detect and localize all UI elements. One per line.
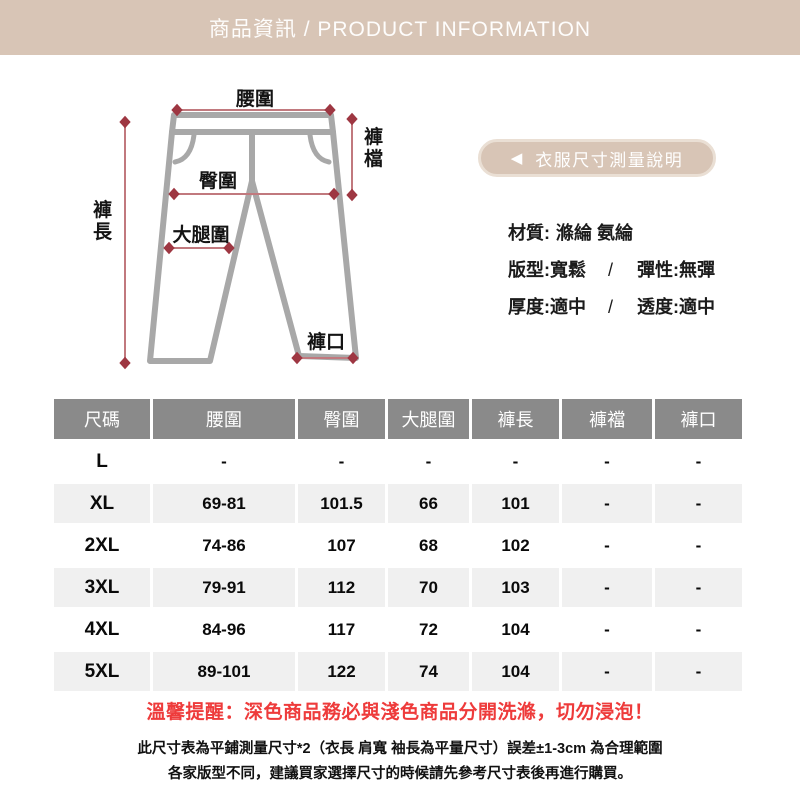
table-row: L------ <box>54 442 742 481</box>
table-row: 5XL 89-101 122 74 104- - <box>54 652 742 691</box>
page-title: 商品資訊 / PRODUCT INFORMATION <box>208 17 592 41</box>
value-cell: 102 <box>501 535 530 555</box>
column-header: 褲襠 <box>562 399 652 439</box>
column-header: 褲長 <box>472 399 559 439</box>
value-cell: - <box>695 619 702 639</box>
value-cell: - <box>562 568 652 607</box>
measurement-lines <box>119 103 359 370</box>
value-cell: - <box>562 652 652 691</box>
value-cell: - <box>604 451 610 471</box>
slash-separator: / <box>608 260 614 280</box>
waist-label: 腰圍 <box>235 89 275 110</box>
table-row: 4XL 84-96 117 72 104 - - <box>54 610 742 649</box>
spec-fit-row: 版型:寬鬆 / 彈性:無彈 <box>508 259 715 281</box>
size-table-head-row: 尺碼 腰圍 臀圍 大腿圍 褲長 褲襠 褲口 <box>54 399 742 439</box>
spec-material-row: 材質: 滌綸 氨綸 <box>508 222 715 244</box>
thigh-label: 大腿圍 <box>172 225 230 246</box>
elastic-value: 彈性:無彈 <box>637 260 716 280</box>
value-cell: - <box>655 652 742 691</box>
purchase-note: 各家版型不同，建議買家選擇尺寸的時候請先參考尺寸表後再進行購買。 <box>168 766 632 782</box>
fit-value: 版型:寬鬆 <box>508 260 586 280</box>
spec-thickness-row: 厚度:適中 / 透度:適中 <box>508 296 715 318</box>
hem-label: 褲口 <box>306 332 346 353</box>
value-cell: 84-96 <box>202 619 246 639</box>
value-cell: 79-91 <box>153 568 295 607</box>
value-cell: - <box>655 568 742 607</box>
size-table-body: L - - - - - - XL 69-81 101.5 66 101- -2XL 74-86 107 68 1… <box>54 442 742 691</box>
value-cell: 72 <box>419 619 438 639</box>
size-cell: 5XL <box>54 652 150 691</box>
value-cell: 69-81 <box>153 484 295 523</box>
left-triangle-icon: ◀ <box>510 149 523 167</box>
measure-guide-badge: ◀ 衣服尺寸測量說明 <box>478 139 716 177</box>
value-cell: - <box>512 451 519 471</box>
value-cell: - <box>562 484 652 523</box>
value-cell: 70 <box>388 568 469 607</box>
value-cell: - <box>221 451 227 471</box>
value-cell: 89-101 <box>153 652 295 691</box>
value-cell: - <box>695 535 702 555</box>
column-header: 褲口 <box>655 399 742 439</box>
size-table: 尺碼 腰圍 臀圍 大腿圍 褲長 褲襠 褲口 L - - - - - - XL 69-81 101.5 66 101… <box>51 396 745 694</box>
slash-separator: / <box>608 297 614 317</box>
table-row: 3XL 79-91 112 70 103- - <box>54 568 742 607</box>
value-cell: - <box>425 451 432 471</box>
size-cell: XL <box>54 484 150 523</box>
material-value: 滌綸 氨綸 <box>556 223 634 243</box>
value-cell: 122 <box>298 652 385 691</box>
value-cell: 117 <box>327 619 356 639</box>
value-cell: - <box>338 451 345 471</box>
value-cell: 104 <box>472 652 559 691</box>
column-header: 尺碼 <box>54 399 150 439</box>
value-cell: - <box>695 451 702 471</box>
measure-guide-label: 衣服尺寸測量說明 <box>535 150 684 170</box>
column-header: 腰圍 <box>153 399 295 439</box>
value-cell: 112 <box>298 568 385 607</box>
column-header: 臀圍 <box>298 399 385 439</box>
value-cell: 103 <box>472 568 559 607</box>
washing-warning: 溫馨提醒：深色商品務必與淺色商品分開洗滌，切勿浸泡！ <box>146 702 654 723</box>
sheer-value: 透度:適中 <box>637 297 716 317</box>
measurement-note: 此尺寸表為平鋪測量尺寸*2（衣長 肩寬 袖長為平量尺寸）誤差±1-3cm 為合理… <box>137 741 663 757</box>
value-cell: - <box>655 484 742 523</box>
value-cell: 101 <box>472 484 559 523</box>
value-cell: 74-86 <box>202 535 246 555</box>
thickness-value: 厚度:適中 <box>508 297 586 317</box>
value-cell: - <box>604 535 610 555</box>
crotch-label: 褲檔 <box>363 127 383 170</box>
table-row: 2XL 74-86 107 68 102 - - <box>54 526 742 565</box>
hip-label: 臀圍 <box>198 171 238 192</box>
pants-diagram-svg <box>119 103 359 370</box>
pants-measurement-diagram: 腰圍 臀圍 大腿圍 褲口 褲長 褲檔 <box>60 75 400 385</box>
value-cell: 101.5 <box>298 484 385 523</box>
material-label: 材質: <box>508 223 550 243</box>
value-cell: 66 <box>388 484 469 523</box>
size-cell: 4XL <box>84 618 120 640</box>
value-cell: 68 <box>419 535 438 555</box>
size-cell: 2XL <box>84 534 120 556</box>
size-cell: L <box>96 450 108 472</box>
value-cell: 107 <box>327 535 356 555</box>
header-banner: 商品資訊 / PRODUCT INFORMATION <box>0 0 800 55</box>
size-cell: 3XL <box>54 568 150 607</box>
column-header: 大腿圍 <box>388 399 469 439</box>
length-label: 褲長 <box>92 200 112 243</box>
fabric-specs: 材質: 滌綸 氨綸 版型:寬鬆 / 彈性:無彈 厚度:適中 / 透度:適中 <box>508 222 715 333</box>
table-row: XL 69-81 101.5 66 101- - <box>54 484 742 523</box>
value-cell: 104 <box>501 619 530 639</box>
value-cell: 74 <box>388 652 469 691</box>
value-cell: - <box>604 619 610 639</box>
